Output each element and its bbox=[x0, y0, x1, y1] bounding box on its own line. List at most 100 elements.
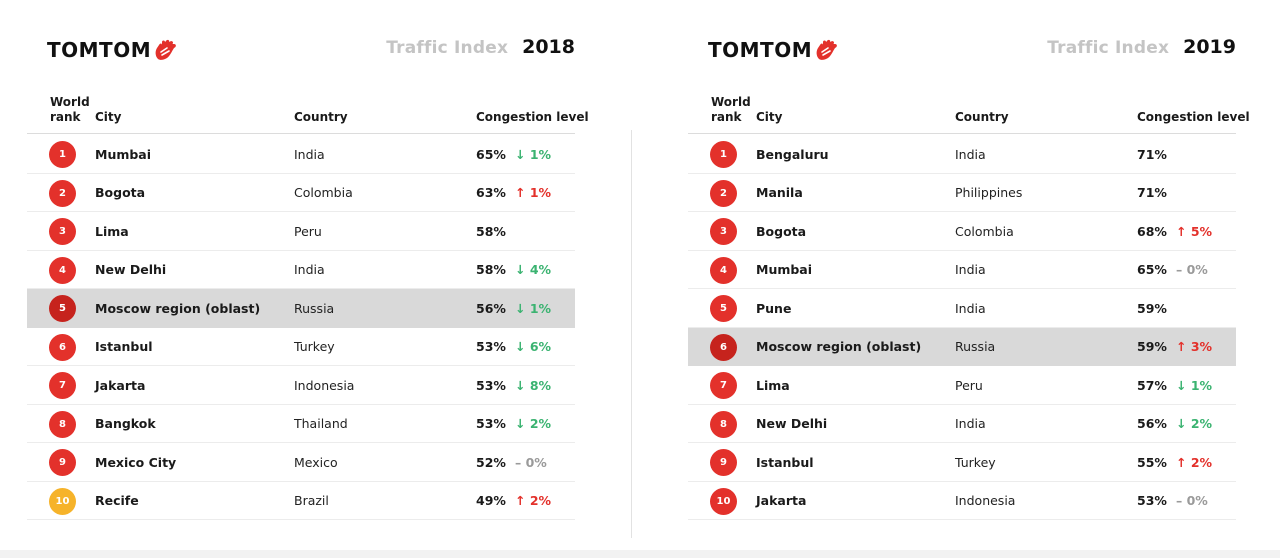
header-country: Country bbox=[955, 110, 1009, 124]
table-row: 3 Lima Peru 58% bbox=[27, 212, 575, 251]
traffic-index-2019-panel: TOMTOM Traffic Index 2019 World rank Cit… bbox=[688, 0, 1250, 540]
index-year: 2019 bbox=[1183, 36, 1236, 58]
table-row: 6 Istanbul Turkey 53% ↓ 6% bbox=[27, 328, 575, 366]
index-title: Traffic Index 2018 bbox=[386, 36, 575, 58]
rank-badge: 5 bbox=[49, 295, 76, 322]
table-row: 7 Jakarta Indonesia 53% ↓ 8% bbox=[27, 366, 575, 405]
congestion-change: ↓ 1% bbox=[1176, 377, 1213, 393]
congestion-level: 65% bbox=[1137, 262, 1167, 277]
congestion-level: 53% bbox=[1137, 493, 1167, 508]
city-name: Bogota bbox=[756, 223, 807, 239]
rank-badge: 6 bbox=[49, 333, 76, 361]
city-name: Mexico City bbox=[95, 454, 177, 470]
congestion-change: ↓ 2% bbox=[1176, 416, 1213, 431]
congestion-change: ↑ 3% bbox=[1176, 339, 1213, 354]
table-row: 8 New Delhi India 56% ↓ 2% bbox=[688, 405, 1236, 443]
city-name: Recife bbox=[95, 493, 139, 508]
header-city: City bbox=[756, 110, 783, 124]
table-row: 9 Istanbul Turkey 55% ↑ 2% bbox=[688, 443, 1236, 482]
country-name: Turkey bbox=[955, 454, 996, 470]
congestion-level: 59% bbox=[1137, 300, 1167, 316]
city-name: Lima bbox=[756, 377, 790, 393]
city-name: Bogota bbox=[95, 185, 146, 200]
congestion-change: ↓ 2% bbox=[515, 416, 552, 431]
country-name: India bbox=[955, 262, 986, 277]
table-row: 2 Bogota Colombia 63% ↑ 1% bbox=[27, 174, 575, 212]
congestion-level: 53% bbox=[476, 416, 506, 431]
country-name: India bbox=[294, 146, 325, 162]
table-row: 10 Recife Brazil 49% ↑ 2% bbox=[27, 482, 575, 520]
rank-badge: 2 bbox=[49, 179, 76, 207]
index-year: 2018 bbox=[522, 36, 575, 58]
country-name: Colombia bbox=[955, 223, 1014, 239]
country-name: Peru bbox=[955, 377, 983, 393]
rank-badge: 7 bbox=[49, 372, 76, 399]
tomtom-hand-logo-icon bbox=[155, 39, 176, 60]
country-name: Peru bbox=[294, 223, 322, 239]
ranking-table: 1 Mumbai India 65% ↓ 1% 2 Bogota Colombia 63% ↑ 1… bbox=[27, 135, 575, 520]
rank-badge: 6 bbox=[710, 333, 737, 361]
table-row: 6 Moscow region (oblast) Russia 59% ↑ 3% bbox=[688, 327, 1236, 366]
country-name: Russia bbox=[955, 339, 996, 354]
table-row: 1 Mumbai India 65% ↓ 1% bbox=[27, 135, 575, 174]
header-city: City bbox=[95, 110, 122, 124]
congestion-change: – 0% bbox=[1176, 262, 1208, 277]
rank-badge: 1 bbox=[710, 141, 737, 168]
table-row: 4 New Delhi India 58% ↓ 4% bbox=[27, 251, 575, 289]
rank-badge: 10 bbox=[49, 487, 76, 515]
rank-badge: 8 bbox=[49, 410, 76, 438]
table-row: 4 Mumbai India 65% – 0% bbox=[688, 251, 1236, 289]
congestion-change: ↑ 2% bbox=[1176, 454, 1213, 470]
city-name: Jakarta bbox=[95, 377, 146, 393]
city-name: Mumbai bbox=[95, 146, 152, 162]
panel-divider bbox=[631, 130, 632, 538]
tomtom-logo: TOMTOM bbox=[708, 37, 838, 63]
rank-badge: 8 bbox=[710, 410, 737, 438]
header-world-rank: World rank bbox=[50, 95, 90, 124]
congestion-change: ↓ 1% bbox=[515, 146, 552, 162]
header-congestion-level: Congestion level bbox=[1137, 110, 1250, 124]
country-name: Russia bbox=[294, 300, 335, 316]
rank-badge: 1 bbox=[49, 141, 76, 168]
congestion-level: 53% bbox=[476, 377, 506, 393]
table-row: 9 Mexico City Mexico 52% – 0% bbox=[27, 443, 575, 482]
congestion-level: 63% bbox=[476, 185, 506, 200]
congestion-change: – 0% bbox=[515, 454, 547, 470]
congestion-level: 56% bbox=[1137, 416, 1167, 431]
country-name: India bbox=[955, 300, 986, 316]
country-name: Thailand bbox=[294, 416, 348, 431]
table-row: 5 Moscow region (oblast) Russia 56% ↓ 1% bbox=[27, 289, 575, 328]
congestion-change: ↑ 1% bbox=[515, 185, 552, 200]
index-label: Traffic Index bbox=[1047, 38, 1170, 58]
congestion-level: 58% bbox=[476, 223, 506, 239]
country-name: Turkey bbox=[294, 339, 335, 354]
congestion-level: 68% bbox=[1137, 223, 1167, 239]
tomtom-logo: TOMTOM bbox=[47, 37, 177, 63]
traffic-index-2018-panel: TOMTOM Traffic Index 2018 World rank Cit… bbox=[27, 0, 589, 540]
rank-badge: 9 bbox=[710, 449, 737, 476]
table-row: 7 Lima Peru 57% ↓ 1% bbox=[688, 366, 1236, 405]
city-name: New Delhi bbox=[95, 262, 167, 277]
ranking-table: 1 Bengaluru India 71% 2 Manila Philippines 71% 3… bbox=[688, 135, 1236, 520]
city-name: Pune bbox=[756, 300, 792, 316]
country-name: Indonesia bbox=[955, 493, 1016, 508]
city-name: Lima bbox=[95, 223, 129, 239]
table-header: World rank City Country Congestion level bbox=[27, 94, 589, 134]
table-row: 8 Bangkok Thailand 53% ↓ 2% bbox=[27, 405, 575, 443]
rank-badge: 3 bbox=[49, 218, 76, 245]
table-row: 2 Manila Philippines 71% bbox=[688, 174, 1236, 212]
city-name: Istanbul bbox=[95, 339, 153, 354]
congestion-level: 49% bbox=[476, 493, 506, 508]
country-name: India bbox=[294, 262, 325, 277]
tomtom-hand-logo-icon bbox=[816, 39, 837, 60]
bottom-band bbox=[0, 550, 1280, 558]
country-name: Brazil bbox=[294, 493, 329, 508]
city-name: Bengaluru bbox=[756, 146, 829, 162]
congestion-change: ↓ 1% bbox=[515, 300, 552, 316]
city-name: Istanbul bbox=[756, 454, 814, 470]
congestion-change: ↑ 2% bbox=[515, 493, 552, 508]
country-name: Mexico bbox=[294, 454, 338, 470]
table-row: 5 Pune India 59% bbox=[688, 289, 1236, 328]
header-world-rank: World rank bbox=[711, 95, 751, 124]
congestion-level: 58% bbox=[476, 262, 506, 277]
